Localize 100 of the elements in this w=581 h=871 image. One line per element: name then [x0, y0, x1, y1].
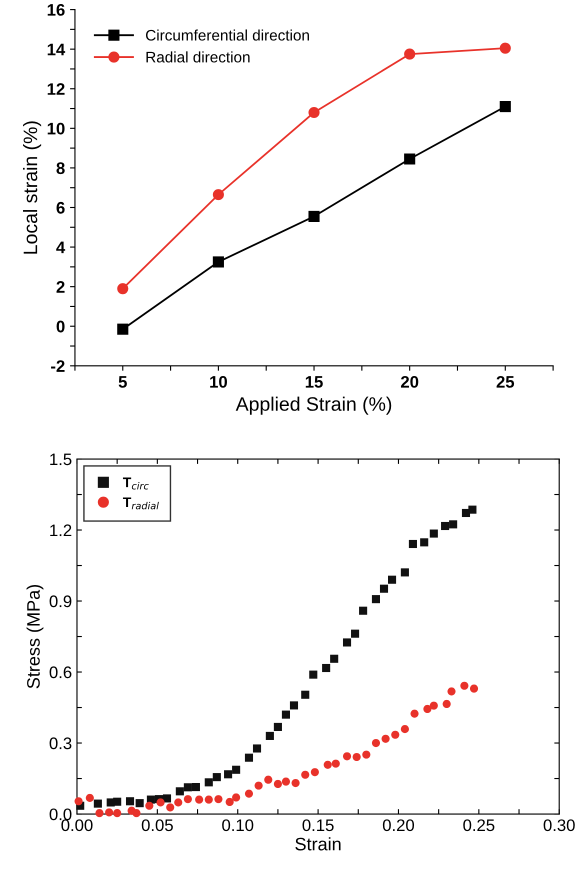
point [362, 750, 370, 759]
y-tick-label: 14 [48, 44, 66, 56]
y-tick-label: 0.3 [50, 737, 72, 750]
point [252, 744, 262, 753]
point [322, 664, 330, 672]
y-tick-label: 0.9 [50, 595, 72, 608]
x-tick-label: 20 [400, 376, 418, 388]
point [460, 682, 468, 690]
x-tick-label: 25 [496, 376, 514, 388]
point [282, 778, 290, 786]
point [117, 324, 128, 335]
y-tick-label: 1.5 [50, 454, 72, 466]
point [74, 797, 83, 806]
point [310, 768, 319, 776]
point [282, 710, 290, 719]
point [301, 770, 310, 779]
point [145, 802, 154, 810]
point [330, 654, 338, 663]
x-tick-label: 0.00 [61, 819, 93, 832]
point [301, 690, 310, 699]
point [332, 760, 340, 768]
point [214, 795, 222, 804]
point [380, 584, 388, 593]
x-axis-title: Applied Strain (%) [236, 396, 392, 415]
point [430, 702, 438, 710]
legend-label: T$_{circ}$ [122, 478, 149, 490]
x-tick-label: 5 [118, 376, 127, 388]
point [132, 809, 141, 818]
x-tick-label: 0.25 [463, 819, 494, 832]
point [126, 797, 134, 806]
point [204, 796, 213, 804]
point [342, 752, 352, 760]
y-tick-label: 16 [48, 4, 65, 16]
point [136, 799, 144, 808]
x-tick-label: 10 [210, 376, 227, 388]
y-tick-label: 12 [48, 83, 65, 95]
point [359, 606, 368, 615]
point [372, 595, 380, 604]
x-tick-label: 0.15 [302, 819, 334, 832]
point [212, 256, 224, 268]
point [113, 809, 122, 818]
y-axis-title: Stress (MPa) [26, 584, 44, 688]
point [308, 210, 320, 222]
point [266, 732, 274, 740]
point [212, 189, 224, 200]
point [408, 540, 417, 548]
point [204, 778, 213, 786]
y-tick-label: 0 [56, 320, 65, 332]
point [232, 766, 240, 774]
point [156, 798, 165, 806]
y-tick-label: 8 [56, 162, 65, 174]
point [162, 794, 172, 802]
point [94, 800, 102, 808]
legend-label: Radial direction [146, 51, 250, 63]
point [86, 794, 94, 802]
y-tick-label: 6 [56, 202, 65, 214]
point [404, 153, 416, 165]
y-tick-label: 0.6 [50, 666, 72, 678]
point [105, 808, 114, 816]
point [500, 42, 511, 54]
point [342, 638, 352, 646]
point [400, 568, 409, 576]
y-tick-label: 0.0 [50, 808, 72, 820]
point [254, 782, 263, 790]
y-tick-label: -2 [51, 360, 65, 372]
point [184, 795, 192, 804]
y-tick-label: 4 [56, 242, 66, 254]
x-tick-label: 0.05 [142, 819, 173, 832]
point [274, 780, 282, 788]
point [244, 754, 254, 762]
y-tick-label: 10 [48, 122, 65, 135]
point [388, 576, 396, 584]
point [441, 522, 450, 530]
point [430, 530, 438, 538]
point [351, 630, 360, 638]
point [264, 776, 272, 784]
point [404, 48, 416, 60]
point [391, 730, 400, 739]
point [226, 798, 234, 806]
point [442, 700, 451, 708]
x-axis-title: Strain [295, 837, 341, 850]
point [224, 770, 232, 778]
point [470, 684, 478, 693]
point [420, 538, 428, 546]
point [95, 809, 104, 818]
point [423, 704, 432, 713]
legend-label: T$_{radial}$ [122, 497, 159, 510]
point [184, 783, 192, 792]
legend-label: Circumferential direction [146, 29, 309, 41]
point [113, 798, 122, 806]
point [192, 783, 200, 792]
point [292, 778, 300, 788]
point [308, 106, 320, 118]
x-tick-label: 15 [306, 376, 323, 388]
point [352, 752, 361, 762]
point [244, 790, 254, 798]
point [447, 687, 456, 696]
x-tick-label: 0.10 [222, 819, 254, 832]
point [232, 793, 240, 802]
point [324, 760, 332, 769]
